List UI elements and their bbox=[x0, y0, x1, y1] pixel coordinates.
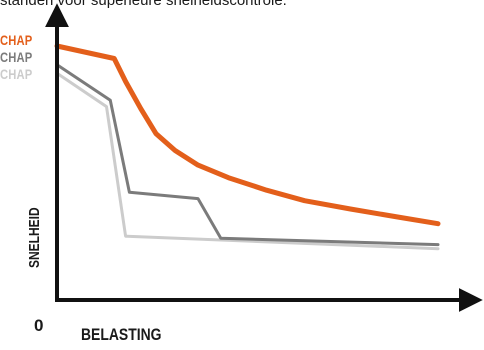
series-line-1 bbox=[57, 46, 438, 224]
series-line-3 bbox=[57, 73, 438, 249]
x-axis-label: BELASTING bbox=[81, 326, 161, 345]
origin-label: 0 bbox=[34, 316, 43, 335]
legend-item-orange: CHAP bbox=[0, 32, 48, 49]
legend-item-gray: CHAP bbox=[0, 49, 48, 66]
legend-item-light-gray: CHAP bbox=[0, 66, 48, 83]
series-layer bbox=[57, 46, 438, 249]
legend: CHAP CHAP CHAP bbox=[0, 32, 60, 83]
y-axis-label: SNELHEID bbox=[26, 207, 43, 268]
